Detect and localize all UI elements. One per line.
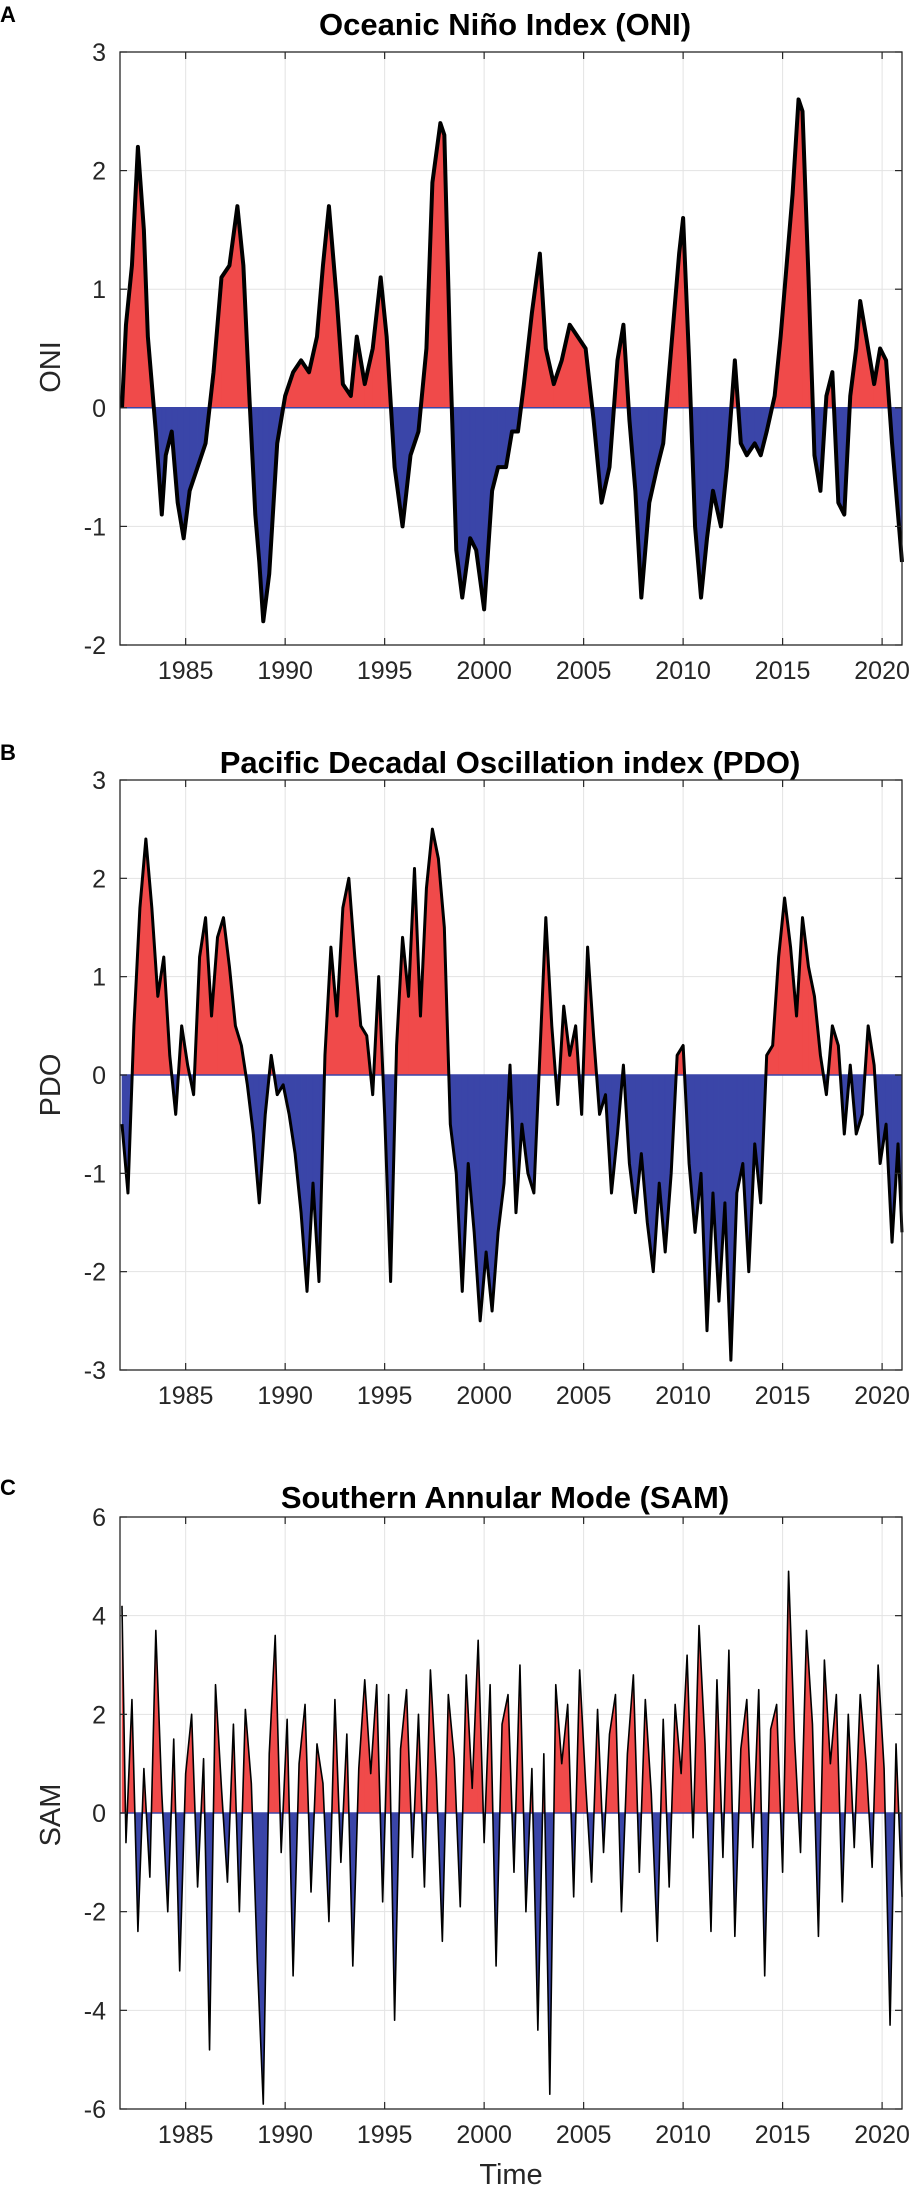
x-tick-label: 2020 (854, 2121, 910, 2149)
y-tick-label: -6 (84, 2096, 106, 2124)
x-tick-label: 1985 (158, 657, 214, 685)
y-tick-label: 0 (92, 395, 106, 423)
y-tick-label: -2 (84, 1899, 106, 1927)
y-tick-label: 6 (92, 1504, 106, 1532)
x-tick-label: 2010 (655, 2121, 711, 2149)
x-tick-label: 2015 (755, 2121, 811, 2149)
y-tick-label: -2 (84, 1259, 106, 1287)
panel-label: A (0, 2, 16, 27)
y-tick-label: 1 (92, 964, 106, 992)
y-tick-labels: -3 -2 -1 0 1 2 3 (84, 767, 106, 1385)
y-tick-label: -3 (84, 1357, 106, 1385)
y-tick-labels: -6 -4 -2 0 2 4 6 (84, 1504, 106, 2124)
x-tick-labels: 1985 1990 1995 2000 2005 2010 2015 2020 (158, 1382, 910, 1410)
y-tick-label: -2 (84, 632, 106, 660)
y-tick-label: 0 (92, 1062, 106, 1090)
y-axis-label: SAM (35, 1784, 67, 1847)
y-tick-label: -1 (84, 513, 106, 541)
panel-oni: A Oceanic Niño Index (ONI) ONI -2-10123 … (0, 2, 910, 685)
x-tick-label: 2005 (556, 657, 612, 685)
y-tick-label: 2 (92, 1701, 106, 1729)
chart-title: Oceanic Niño Index (ONI) (319, 7, 691, 42)
y-tick-label: 1 (92, 276, 106, 304)
x-tick-label: 2005 (556, 1382, 612, 1410)
panel-sam: C Southern Annular Mode (SAM) SAM Time -… (0, 1475, 910, 2191)
panel-pdo: B Pacific Decadal Oscillation index (PDO… (0, 740, 910, 1410)
x-tick-label: 2005 (556, 2121, 612, 2149)
y-tick-label: -4 (84, 1997, 106, 2025)
x-tick-label: 2000 (456, 2121, 512, 2149)
x-tick-label: 2020 (854, 1382, 910, 1410)
x-tick-labels: 1985 1990 1995 2000 2005 2010 2015 2020 (158, 657, 910, 685)
y-tick-label: 3 (92, 39, 106, 67)
x-tick-label: 1990 (257, 2121, 313, 2149)
y-tick-label: 4 (92, 1603, 106, 1631)
chart-title: Southern Annular Mode (SAM) (281, 1480, 729, 1515)
y-tick-label: 2 (92, 158, 106, 186)
x-axis-label: Time (479, 2159, 542, 2191)
y-axis-label: ONI (35, 341, 67, 393)
y-axis-label: PDO (35, 1054, 67, 1117)
x-tick-label: 1995 (357, 657, 413, 685)
x-tick-label: 1985 (158, 2121, 214, 2149)
panel-label: C (0, 1475, 16, 1500)
x-tick-label: 2015 (755, 1382, 811, 1410)
negative-area (498, 408, 506, 467)
positive-area (432, 829, 438, 1075)
x-tick-label: 2000 (456, 657, 512, 685)
y-tick-labels: -2 -1 0 1 2 3 (84, 39, 106, 660)
panel-label: B (0, 740, 16, 765)
y-tick-label: 2 (92, 865, 106, 893)
x-tick-labels: 1985 1990 1995 2000 2005 2010 2015 2020 (158, 2121, 910, 2149)
x-tick-label: 2000 (456, 1382, 512, 1410)
x-tick-label: 2010 (655, 657, 711, 685)
y-tick-label: 3 (92, 767, 106, 795)
x-tick-label: 1985 (158, 1382, 214, 1410)
y-tick-label: -1 (84, 1160, 106, 1188)
y-tick-label: 0 (92, 1800, 106, 1828)
x-tick-label: 1990 (257, 1382, 313, 1410)
x-tick-label: 1990 (257, 657, 313, 685)
x-tick-label: 1995 (357, 2121, 413, 2149)
x-tick-label: 2015 (755, 657, 811, 685)
x-tick-label: 2020 (854, 657, 910, 685)
x-tick-label: 1995 (357, 1382, 413, 1410)
chart-title: Pacific Decadal Oscillation index (PDO) (220, 745, 801, 780)
negative-area (470, 408, 476, 550)
x-tick-label: 2010 (655, 1382, 711, 1410)
